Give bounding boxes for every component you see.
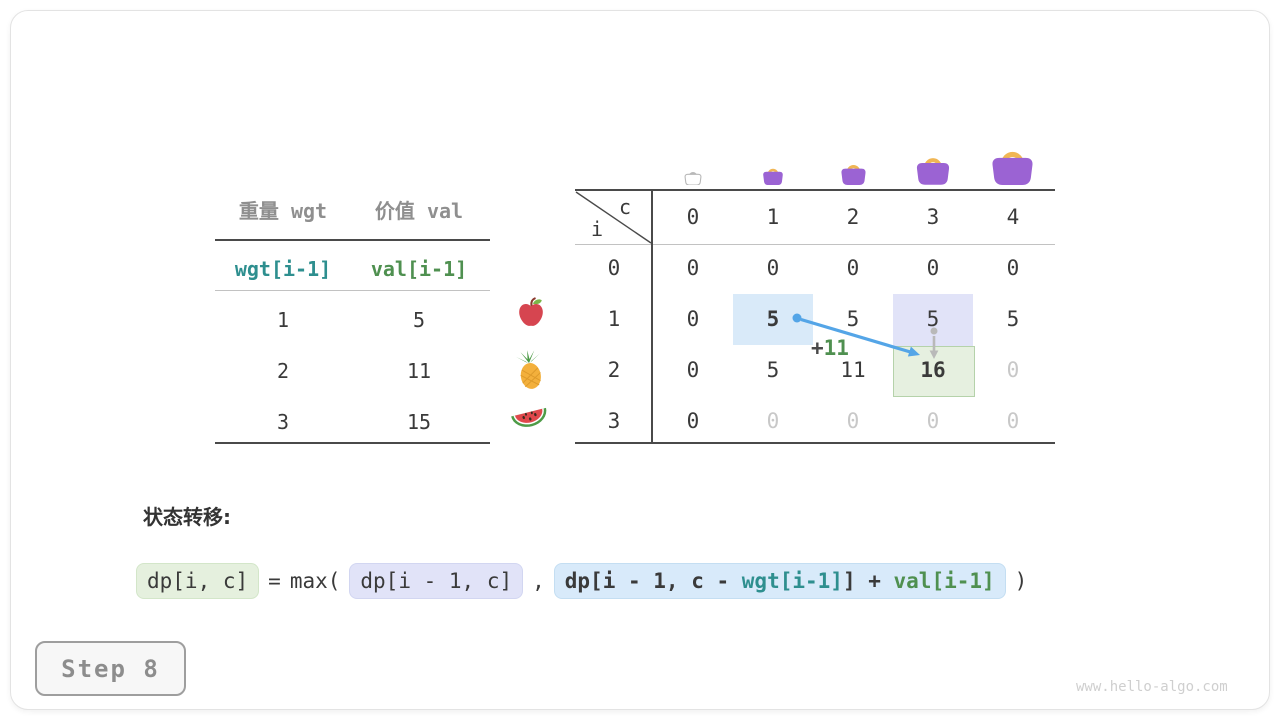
dp-corner-diagonal — [575, 191, 652, 244]
bag-outline-icon — [684, 171, 702, 185]
dp-cell-0-2: 0 — [846, 256, 860, 280]
dp-cell-3-1: 0 — [766, 409, 780, 433]
item-3-value: 15 — [406, 410, 432, 434]
dp-cell-2-3: 16 — [920, 358, 946, 382]
transition-add-annotation: +11 — [811, 336, 849, 360]
item-2-weight: 2 — [276, 359, 290, 383]
plus-sign: + — [811, 336, 824, 360]
step-badge: Step 8 — [35, 641, 186, 696]
dp-cell-0-0: 0 — [686, 256, 700, 280]
dp-col-header-2: 2 — [846, 205, 860, 229]
dp-table-vertical-border — [651, 189, 653, 444]
bag-small-icon — [763, 168, 783, 185]
dp-cell-3-3: 0 — [926, 409, 940, 433]
dp-table-bottom-border — [575, 442, 1055, 444]
items-index-wgt: wgt[i-1] — [234, 257, 332, 281]
bag-large-icon — [916, 158, 950, 185]
state-transition-formula: dp[i, c] = max( dp[i - 1, c] , dp[i - 1,… — [136, 561, 1027, 601]
state-transition-label: 状态转移: — [143, 505, 231, 529]
dp-col-header-0: 0 — [686, 205, 700, 229]
dp-cell-2-1: 5 — [766, 358, 780, 382]
bag-medium-icon — [841, 165, 866, 185]
dp-cell-1-0: 0 — [686, 307, 700, 331]
arg2-wgt-term: wgt[i-1] — [741, 569, 843, 593]
item-1-value: 5 — [412, 308, 426, 332]
formula-equals: = — [268, 569, 281, 593]
dp-col-header-4: 4 — [1006, 205, 1020, 229]
items-col-header-weight: 重量 wgt — [238, 199, 328, 223]
formula-max-open: max( — [289, 569, 341, 593]
items-table-header-divider — [215, 239, 490, 241]
apple-icon — [519, 297, 543, 326]
bag-xlarge-icon — [992, 151, 1033, 185]
arg2-val-term: val[i-1] — [893, 569, 995, 593]
dp-cell-2-4: 0 — [1006, 358, 1020, 382]
dp-corner-col-var: c — [618, 195, 632, 219]
dp-corner-row-var: i — [590, 217, 604, 241]
items-table-index-divider — [215, 290, 490, 291]
watermark: www.hello-algo.com — [1076, 679, 1228, 695]
dp-cell-2-0: 0 — [686, 358, 700, 382]
dp-cell-3-2: 0 — [846, 409, 860, 433]
dp-cell-0-4: 0 — [1006, 256, 1020, 280]
items-table-bottom-divider — [215, 442, 490, 444]
dp-cell-3-4: 0 — [1006, 409, 1020, 433]
item-3-weight: 3 — [276, 410, 290, 434]
dp-row-header-0: 0 — [607, 256, 621, 280]
dp-row-header-2: 2 — [607, 358, 621, 382]
item-2-value: 11 — [406, 359, 432, 383]
dp-col-header-3: 3 — [926, 205, 940, 229]
dp-row-header-3: 3 — [607, 409, 621, 433]
dp-cell-0-1: 0 — [766, 256, 780, 280]
formula-arg1-pill: dp[i - 1, c] — [349, 563, 524, 599]
items-index-val: val[i-1] — [370, 257, 468, 281]
dp-table-top-border — [575, 189, 1055, 191]
dp-cell-1-3: 5 — [926, 307, 940, 331]
item-1-weight: 1 — [276, 308, 290, 332]
watermelon-icon — [511, 407, 547, 427]
arg2-mid: ] + — [842, 569, 894, 593]
dp-col-header-1: 1 — [766, 205, 780, 229]
dp-table-header-divider — [575, 244, 1055, 245]
formula-arg2-pill: dp[i - 1, c - wgt[i-1]] + val[i-1] — [553, 563, 1006, 599]
dp-cell-1-1: 5 — [766, 307, 780, 331]
dp-row-header-1: 1 — [607, 307, 621, 331]
pineapple-icon — [516, 350, 541, 389]
items-col-header-value: 价值 val — [374, 199, 464, 223]
formula-close-paren: ) — [1014, 569, 1028, 593]
dp-cell-1-4: 5 — [1006, 307, 1020, 331]
formula-comma: , — [532, 569, 545, 593]
step-badge-label: Step 8 — [61, 654, 160, 683]
dp-cell-2-2: 11 — [840, 358, 866, 382]
dp-cell-3-0: 0 — [686, 409, 700, 433]
arg2-prefix: dp[i - 1, c - — [564, 569, 742, 593]
formula-lhs-pill: dp[i, c] — [136, 563, 260, 599]
dp-cell-0-3: 0 — [926, 256, 940, 280]
added-value: 11 — [823, 336, 849, 360]
